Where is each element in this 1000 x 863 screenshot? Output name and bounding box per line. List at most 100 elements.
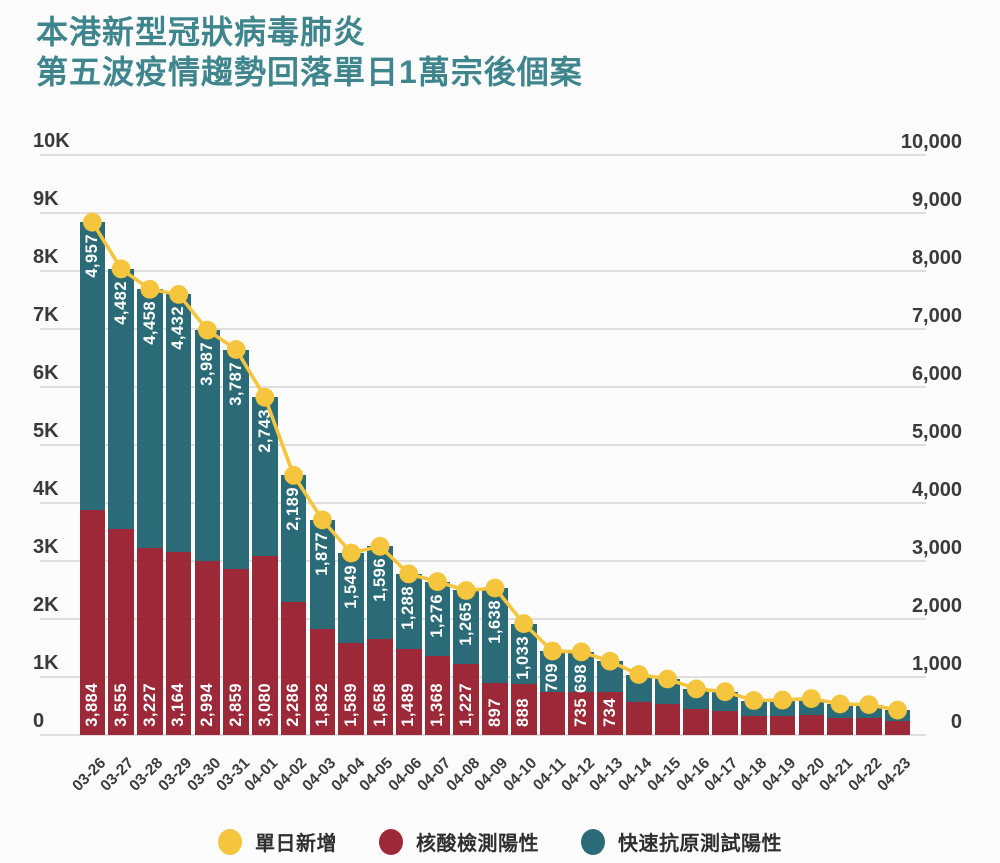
y-axis-label-left: 9K bbox=[33, 188, 59, 210]
bar-04-08: 1,265 1,227 bbox=[453, 590, 480, 735]
bar-value-label-pcr: 2,994 bbox=[198, 683, 217, 727]
bar-04-13: 734 bbox=[597, 661, 623, 735]
bar-segment-pcr bbox=[625, 701, 652, 735]
bar-04-20 bbox=[798, 698, 825, 735]
y-axis-label-right: 1,000 bbox=[911, 653, 962, 675]
bar-segment-rat: 4,482 bbox=[108, 268, 134, 529]
bar-segment-rat bbox=[798, 698, 825, 715]
bar-segment-pcr bbox=[798, 714, 825, 735]
bar-value-label-rat: 3,987 bbox=[198, 342, 217, 386]
bar-segment-pcr: 3,164 bbox=[165, 551, 192, 735]
bar-segment-pcr bbox=[884, 720, 911, 735]
bar-segment-pcr: 1,658 bbox=[367, 638, 393, 735]
bar-value-label-pcr: 3,080 bbox=[255, 683, 274, 727]
bar-value-label-rat: 709 bbox=[543, 663, 562, 693]
y-axis-label-left: 3K bbox=[33, 536, 59, 558]
legend-item-daily-new: 單日新增 bbox=[218, 827, 337, 856]
y-axis-label-left: 5K bbox=[33, 420, 59, 442]
bar-04-11: 709 bbox=[539, 651, 566, 735]
bar-segment-pcr: 735 bbox=[568, 692, 595, 735]
bar-segment-rat bbox=[827, 704, 853, 718]
y-axis-label-left: 4K bbox=[33, 478, 59, 500]
y-axis-label-right: 10,000 bbox=[900, 131, 962, 153]
bar-segment-pcr: 3,227 bbox=[137, 547, 163, 735]
bar-segment-rat: 4,957 bbox=[79, 222, 106, 510]
bar-segment-rat bbox=[769, 700, 796, 716]
bar-segment-rat: 4,432 bbox=[165, 294, 192, 552]
y-axis-label-left: 1K bbox=[33, 652, 59, 674]
bar-segment-rat: 1,288 bbox=[395, 573, 422, 649]
bar-value-label-rat: 1,265 bbox=[456, 602, 475, 647]
y-axis-label-right: 3,000 bbox=[911, 537, 962, 559]
bar-segment-rat bbox=[597, 661, 623, 693]
bar-04-07: 1,276 1,368 bbox=[424, 581, 451, 735]
bar-value-label-rat: 1,033 bbox=[514, 635, 533, 680]
bar-04-21 bbox=[827, 704, 853, 735]
bar-04-22 bbox=[856, 704, 882, 735]
bar-value-label-rat: 1,276 bbox=[428, 593, 447, 638]
bar-value-label-pcr: 1,658 bbox=[370, 683, 389, 727]
bar-segment-pcr: 1,589 bbox=[338, 642, 364, 735]
bar-segment-pcr bbox=[827, 717, 853, 735]
bar-value-label-rat: 2,189 bbox=[284, 487, 303, 532]
bar-segment-pcr bbox=[539, 692, 566, 735]
bar-04-17 bbox=[712, 691, 738, 735]
grid-line bbox=[40, 734, 926, 736]
bar-segment-pcr: 1,489 bbox=[395, 648, 422, 735]
bar-segment-pcr bbox=[856, 717, 882, 735]
bar-segment-rat bbox=[884, 710, 911, 721]
bar-value-label-pcr: 1,832 bbox=[313, 683, 332, 727]
bar-03-30: 3,987 2,994 bbox=[194, 330, 221, 735]
bar-value-label-pcr: 1,368 bbox=[428, 683, 447, 727]
bar-value-label-pcr: 897 bbox=[485, 697, 504, 727]
bar-04-06: 1,288 1,489 bbox=[395, 573, 422, 735]
bar-value-label-pcr: 735 bbox=[572, 697, 590, 727]
bar-value-label-pcr: 3,227 bbox=[140, 683, 159, 727]
bar-03-29: 4,432 3,164 bbox=[165, 294, 192, 735]
bar-value-label-rat: 4,432 bbox=[169, 306, 188, 351]
bar-04-16 bbox=[683, 688, 710, 735]
bar-segment-pcr: 3,555 bbox=[108, 528, 134, 735]
bar-04-18 bbox=[741, 700, 767, 735]
bar-segment-rat: 3,787 bbox=[223, 349, 249, 570]
bar-segment-pcr: 734 bbox=[597, 692, 623, 735]
legend-label: 核酸檢測陽性 bbox=[416, 833, 539, 855]
bar-04-05: 1,596 1,658 bbox=[367, 546, 393, 735]
bar-value-label-pcr: 734 bbox=[600, 697, 619, 727]
bar-segment-rat bbox=[741, 700, 767, 716]
y-axis-label-left: 2K bbox=[33, 594, 59, 616]
bar-04-15 bbox=[654, 679, 681, 735]
bar-value-label-pcr: 2,286 bbox=[284, 683, 303, 727]
legend-item-pcr-positive: 核酸檢測陽性 bbox=[379, 827, 539, 856]
bar-segment-rat: 1,596 bbox=[367, 546, 393, 639]
bar-segment-pcr: 897 bbox=[482, 682, 508, 735]
bar-04-10: 1,033 888 bbox=[510, 623, 537, 735]
bar-04-19 bbox=[769, 700, 796, 735]
legend-rat-positive-icon bbox=[581, 828, 605, 855]
bar-segment-pcr bbox=[741, 715, 767, 735]
chart-legend: 單日新增 核酸檢測陽性 快速抗原測試陽性 bbox=[0, 820, 1000, 863]
y-axis-label-right: 5,000 bbox=[911, 421, 962, 443]
bar-03-26: 4,957 3,884 bbox=[79, 222, 106, 735]
bar-segment-pcr: 2,994 bbox=[194, 561, 221, 735]
bar-04-12: 698 735 bbox=[568, 651, 595, 735]
bar-segment-rat: 4,458 bbox=[137, 289, 163, 548]
bar-segment-pcr bbox=[654, 704, 681, 735]
y-axis-label-left: 8K bbox=[33, 246, 59, 268]
bar-segment-pcr: 1,832 bbox=[309, 628, 336, 735]
bar-segment-pcr: 1,227 bbox=[453, 663, 480, 735]
bar-04-23 bbox=[884, 710, 911, 735]
bar-03-28: 4,458 3,227 bbox=[137, 289, 163, 735]
bar-value-label-pcr: 3,555 bbox=[111, 683, 130, 727]
y-axis-label-right: 6,000 bbox=[911, 363, 962, 385]
chart-title-line2: 第五波疫情趨勢回落單日1萬宗後個案 bbox=[36, 54, 583, 90]
bar-segment-rat: 709 bbox=[539, 651, 566, 693]
bar-04-04: 1,549 1,589 bbox=[338, 553, 364, 735]
bar-04-09: 1,638 897 bbox=[482, 587, 508, 735]
y-axis-label-left: 7K bbox=[33, 304, 59, 326]
legend-label: 單日新增 bbox=[255, 833, 337, 855]
y-axis-label-right: 0 bbox=[950, 711, 962, 733]
bar-value-label-rat: 1,549 bbox=[341, 565, 360, 609]
bar-value-label-rat: 2,743 bbox=[255, 409, 274, 454]
bar-segment-rat: 2,189 bbox=[280, 475, 307, 603]
